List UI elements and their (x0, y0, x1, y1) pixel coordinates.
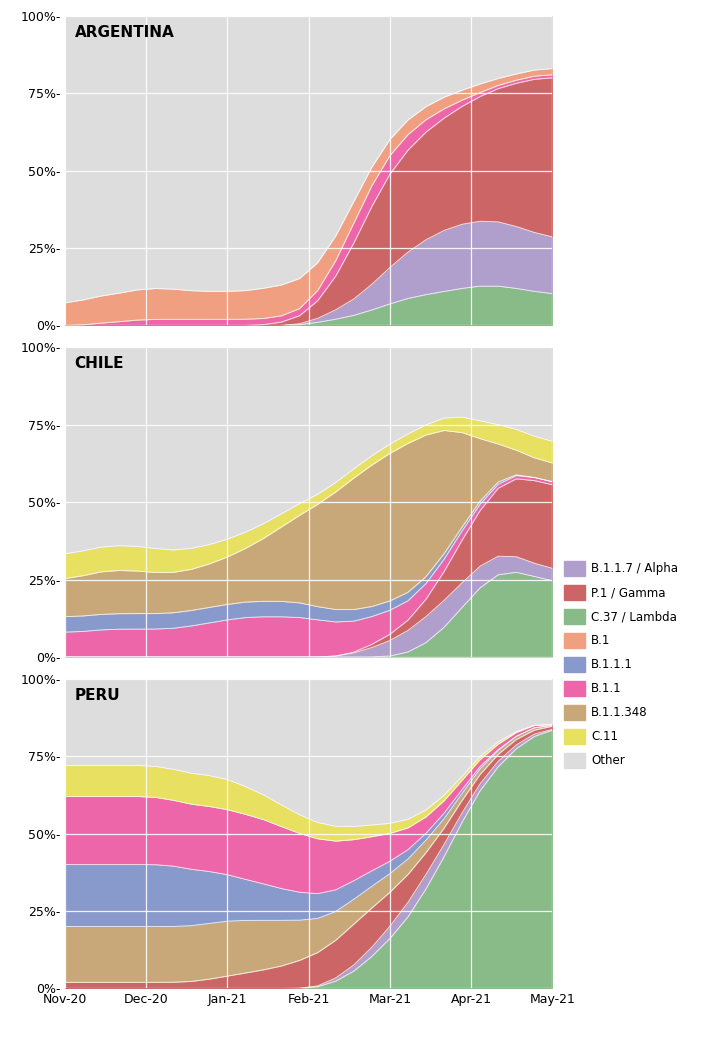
Text: PERU: PERU (75, 688, 120, 703)
Text: ARGENTINA: ARGENTINA (75, 25, 174, 40)
Text: CHILE: CHILE (75, 357, 124, 371)
Legend: B.1.1.7 / Alpha, P.1 / Gamma, C.37 / Lambda, B.1, B.1.1.1, B.1.1, B.1.1.348, C.1: B.1.1.7 / Alpha, P.1 / Gamma, C.37 / Lam… (564, 561, 678, 768)
